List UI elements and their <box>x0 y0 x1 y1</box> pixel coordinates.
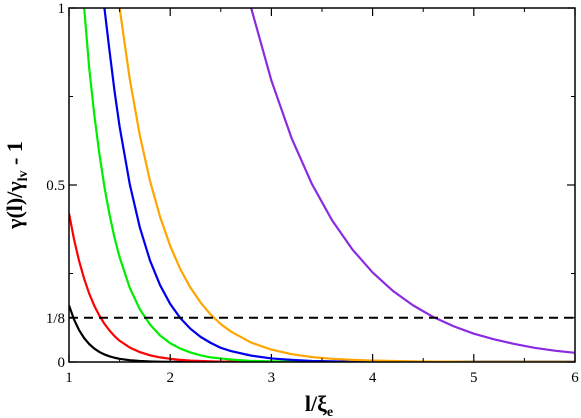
x-tick-label: 2 <box>166 370 174 386</box>
x-tick-label: 5 <box>470 370 478 386</box>
x-tick-label: 6 <box>571 370 579 386</box>
plot-frame <box>68 7 576 363</box>
x-tick-label: 4 <box>369 370 377 386</box>
y-tick-label: 1 <box>58 1 66 17</box>
y-axis-label-sub: lv <box>16 170 31 181</box>
series-line-4 <box>103 8 575 362</box>
x-tick-label: 1 <box>65 370 73 386</box>
series-line-5 <box>118 8 575 362</box>
tick-labels: 1 2 3 4 5 6 0 1/8 0.5 1 <box>46 1 579 386</box>
y-axis-label-post: - 1 <box>2 141 27 170</box>
series-line-3 <box>83 8 575 362</box>
x-axis-label: l/ξe <box>305 391 333 418</box>
y-tick-label: 0 <box>58 355 66 371</box>
curves-layer <box>69 8 575 362</box>
y-axis-label: γ(l)/γlv - 1 <box>2 141 31 230</box>
x-axis-label-sub: e <box>327 405 333 418</box>
axis-ticks <box>68 7 576 363</box>
x-axis-label-main: l/ξ <box>305 391 327 416</box>
x-tick-label: 3 <box>268 370 276 386</box>
y-tick-label: 1/8 <box>46 311 65 327</box>
series-line-6 <box>250 8 575 354</box>
y-axis-label-pre: γ(l)/γ <box>2 181 27 229</box>
y-tick-label: 0.5 <box>46 178 65 194</box>
